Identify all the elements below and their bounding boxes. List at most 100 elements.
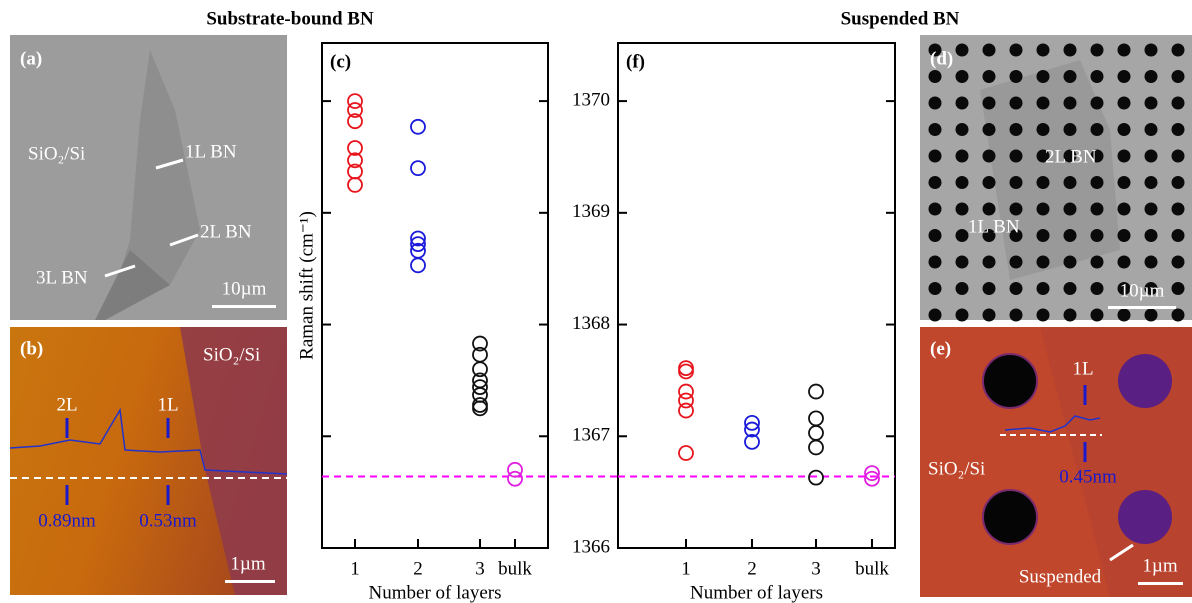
hole bbox=[928, 149, 942, 163]
marker bbox=[472, 335, 488, 352]
hole bbox=[928, 176, 942, 189]
heading: Substrate-bound BN bbox=[206, 8, 374, 29]
marker bbox=[808, 469, 824, 486]
hole bbox=[1009, 255, 1023, 269]
scale-label: 10µm bbox=[1120, 280, 1165, 301]
x-tick-label: 2 bbox=[747, 558, 757, 579]
hole bbox=[1090, 70, 1104, 83]
hole bbox=[955, 202, 969, 216]
marker bbox=[808, 425, 824, 441]
label: 0.53nm bbox=[139, 510, 197, 531]
hole bbox=[1144, 176, 1158, 189]
y-tick-label: 1366 bbox=[572, 536, 610, 557]
marker bbox=[347, 93, 363, 109]
y-tick-label: 1368 bbox=[572, 313, 610, 334]
marker bbox=[808, 410, 824, 427]
marker bbox=[347, 113, 363, 130]
marker bbox=[744, 433, 760, 450]
hole bbox=[955, 96, 969, 110]
hole bbox=[955, 149, 969, 163]
hole bbox=[1144, 96, 1158, 110]
marker bbox=[678, 402, 694, 419]
hole bbox=[1036, 149, 1050, 163]
hole bbox=[1036, 255, 1050, 269]
hole bbox=[1063, 96, 1077, 110]
y-tick-label: 1370 bbox=[572, 89, 610, 110]
marker bbox=[472, 361, 488, 378]
hole bbox=[1063, 43, 1077, 57]
marker bbox=[744, 421, 760, 438]
hole bbox=[982, 96, 996, 110]
hole bbox=[1063, 255, 1077, 269]
x-tick-label: 2 bbox=[413, 558, 423, 579]
marker bbox=[347, 140, 363, 156]
hole bbox=[928, 308, 942, 322]
hole bbox=[928, 43, 942, 57]
hole bbox=[1117, 96, 1131, 110]
label: 1L bbox=[157, 394, 178, 415]
hole bbox=[1036, 70, 1050, 83]
hole bbox=[982, 282, 996, 295]
hole bbox=[1090, 255, 1104, 269]
hole bbox=[955, 308, 969, 322]
hole bbox=[1063, 308, 1077, 322]
hole bbox=[1090, 308, 1104, 322]
marker bbox=[472, 379, 488, 396]
panel-label: (a) bbox=[20, 48, 42, 69]
hole bbox=[1117, 70, 1131, 83]
hole bbox=[955, 255, 969, 269]
marker bbox=[864, 465, 880, 482]
marker bbox=[678, 383, 694, 400]
hole bbox=[1117, 202, 1131, 216]
hole bbox=[1117, 123, 1131, 136]
label: 2L bbox=[56, 394, 77, 415]
hole bbox=[1036, 176, 1050, 189]
hole bbox=[982, 43, 996, 57]
marker bbox=[347, 102, 363, 118]
hole bbox=[982, 176, 996, 189]
hole bbox=[982, 149, 996, 163]
label: 1L BN bbox=[185, 141, 237, 162]
panel-label: (d) bbox=[930, 48, 953, 69]
image-d bbox=[920, 35, 1192, 322]
hole bbox=[1036, 202, 1050, 216]
hole bbox=[1171, 43, 1185, 57]
x-tick-label: 3 bbox=[475, 558, 485, 579]
hole bbox=[1144, 308, 1158, 322]
marker bbox=[864, 470, 880, 487]
hole bbox=[928, 70, 942, 83]
hole bbox=[1117, 255, 1131, 269]
hole bbox=[1171, 70, 1185, 83]
hole bbox=[982, 308, 996, 322]
hole bbox=[1090, 96, 1104, 110]
hole bbox=[1063, 70, 1077, 83]
hole bbox=[1090, 229, 1104, 242]
hole bbox=[1171, 123, 1185, 136]
hole bbox=[1063, 202, 1077, 216]
marker bbox=[678, 363, 694, 380]
hole bbox=[1171, 176, 1185, 189]
hole bbox=[982, 255, 996, 269]
hole bbox=[1171, 308, 1185, 322]
hole bbox=[928, 229, 942, 242]
image-d-labels: (d) 2L BN 1L BN 10µm bbox=[930, 48, 1176, 309]
hole bbox=[1144, 229, 1158, 242]
hole bbox=[1144, 202, 1158, 216]
marker bbox=[678, 392, 694, 409]
hole bbox=[1090, 176, 1104, 189]
hole bbox=[1009, 282, 1023, 295]
marker bbox=[347, 176, 363, 193]
hole bbox=[1144, 149, 1158, 163]
label: SiO₂/Si bbox=[203, 344, 260, 365]
hole bbox=[982, 123, 996, 136]
marker bbox=[472, 400, 488, 417]
hole bbox=[955, 70, 969, 83]
plot-frame bbox=[321, 42, 549, 549]
hole bbox=[1036, 229, 1050, 242]
hole bbox=[1144, 255, 1158, 269]
hole bbox=[1009, 43, 1023, 57]
hole bbox=[1063, 229, 1077, 242]
hole bbox=[955, 176, 969, 189]
x-tick-label: 1 bbox=[350, 558, 360, 579]
hole bbox=[1090, 43, 1104, 57]
